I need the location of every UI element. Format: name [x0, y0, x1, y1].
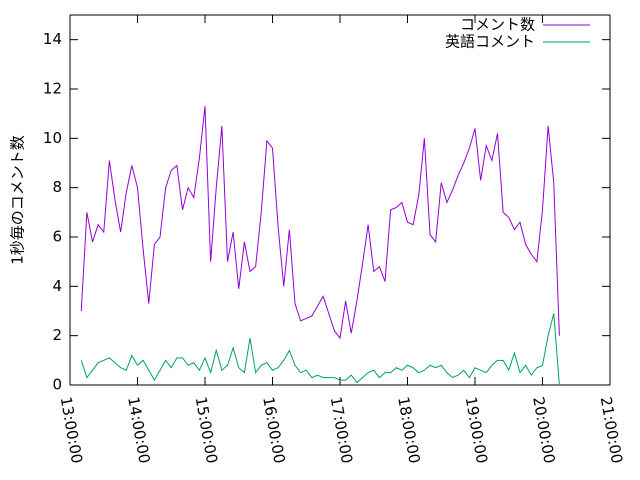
y-tick-label: 2	[52, 326, 62, 344]
y-tick-label: 8	[52, 178, 62, 196]
y-tick-label: 12	[43, 80, 62, 98]
x-tick-label: 13:00:00	[57, 395, 86, 464]
y-tick-label: 6	[52, 228, 62, 246]
legend-label: 英語コメント	[445, 33, 535, 51]
y-tick-label: 4	[52, 277, 62, 295]
x-tick-label: 14:00:00	[124, 395, 153, 464]
x-tick-label: 15:00:00	[192, 395, 221, 464]
plot-frame	[69, 14, 611, 386]
y-tick-label: 10	[43, 129, 62, 147]
y-axis-label: 1秒毎のコメント数	[9, 135, 27, 265]
x-tick-label: 20:00:00	[529, 395, 558, 464]
x-tick-label: 19:00:00	[462, 395, 491, 464]
series-line	[80, 106, 560, 340]
x-tick-label: 21:00:00	[597, 395, 626, 464]
x-tick-label: 17:00:00	[327, 395, 356, 464]
legend-label: コメント数	[460, 16, 535, 34]
x-tick-label: 18:00:00	[394, 395, 423, 464]
series-line	[80, 313, 560, 386]
y-tick-label: 0	[52, 376, 62, 394]
x-tick-label: 16:00:00	[259, 395, 288, 464]
y-tick-label: 14	[43, 30, 62, 48]
